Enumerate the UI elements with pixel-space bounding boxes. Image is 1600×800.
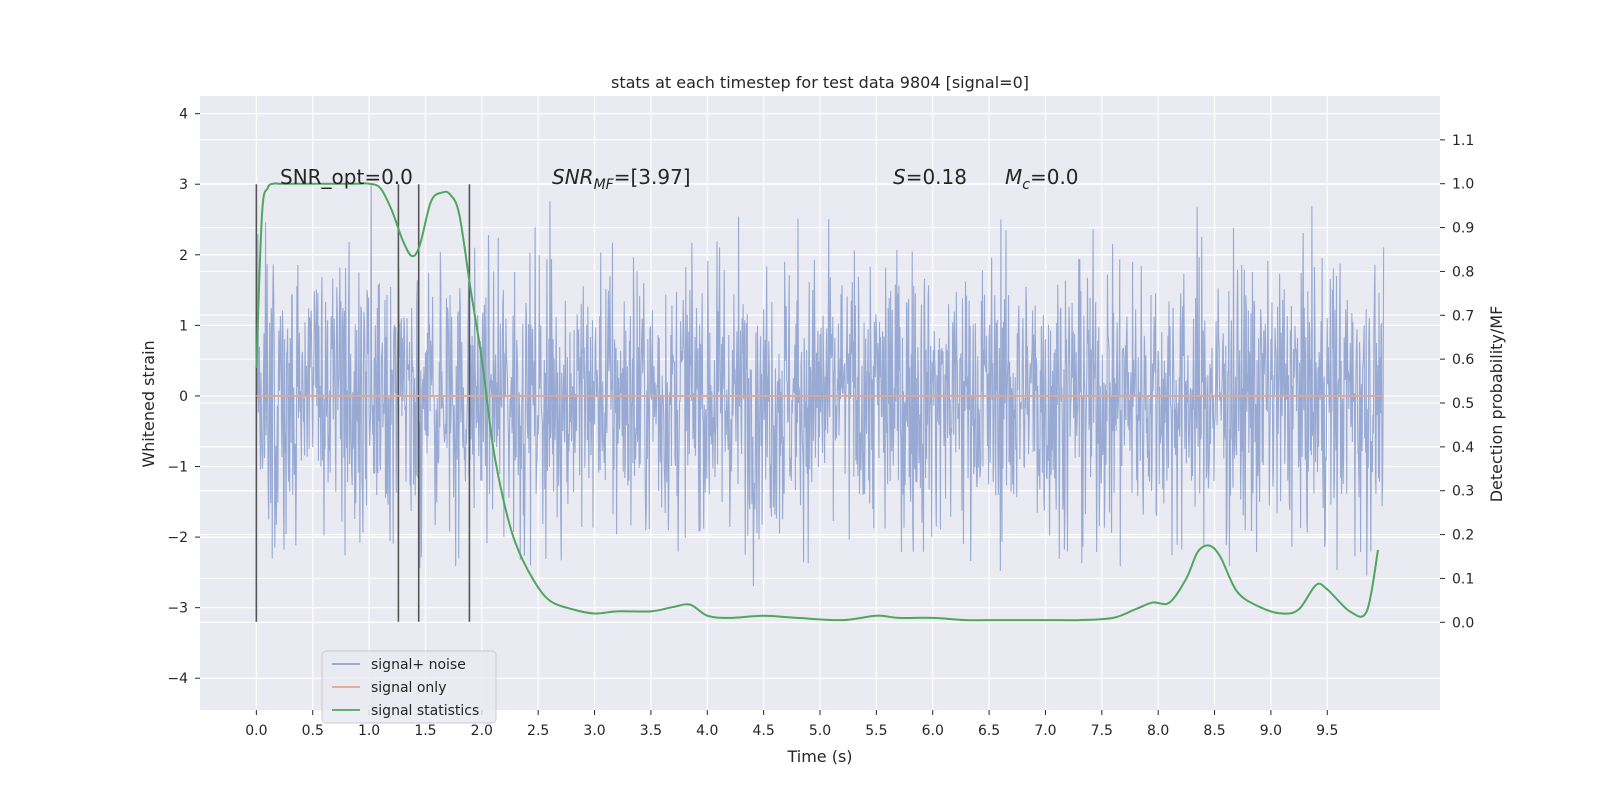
x-tick-label: 3.5 [640, 723, 662, 739]
annotation-mc-value: =0.0 [1030, 165, 1079, 189]
y-right-tick-label: 0.0 [1452, 615, 1474, 631]
y-right-tick-label: 0.9 [1452, 221, 1474, 237]
x-axis-ticks: 0.0 0.5 1.0 1.5 2.0 2.5 3.0 3.5 4.0 4.5 5.0 5.5 6.0 6… [245, 710, 1338, 739]
y-left-tick-label: 1 [179, 318, 188, 334]
y-left-tick-label: −1 [167, 460, 188, 476]
x-tick-label: 1.5 [414, 723, 436, 739]
annotation-snr-mf: SNRMF=[3.97] [552, 165, 691, 193]
x-tick-label: 3.0 [583, 723, 605, 739]
legend-label-signal-only: signal only [371, 680, 446, 696]
annotation-mc: Mc=0.0 [1005, 165, 1079, 193]
x-tick-label: 8.5 [1203, 723, 1225, 739]
y-right-tick-label: 0.6 [1452, 352, 1474, 368]
chart-title: stats at each timestep for test data 980… [611, 73, 1029, 92]
annotation-snr-mf-sub: MF [594, 177, 615, 193]
y-right-tick-label: 1.0 [1452, 177, 1474, 193]
y-axis-left-label: Whitened strain [139, 340, 158, 467]
x-tick-label: 0.0 [245, 723, 267, 739]
signal-plus-noise-line [255, 184, 1385, 587]
legend-box [321, 650, 497, 724]
annotation-s: S=0.18 [893, 165, 967, 189]
x-tick-label: 2.0 [471, 723, 493, 739]
y-right-tick-label: 0.2 [1452, 528, 1474, 544]
annotation-mc-main: M [1005, 165, 1022, 189]
x-tick-label: 4.0 [696, 723, 718, 739]
y-right-tick-label: 0.1 [1452, 571, 1474, 587]
x-tick-label: 8.0 [1147, 723, 1169, 739]
annotation-mc-sub: c [1022, 177, 1030, 193]
y-right-tick-label: 0.8 [1452, 264, 1474, 280]
y-left-tick-label: −4 [167, 671, 188, 687]
x-tick-label: 5.0 [809, 723, 831, 739]
x-tick-label: 6.5 [978, 723, 1000, 739]
y-right-tick-label: 0.3 [1452, 484, 1474, 500]
legend-label-signal-plus-noise: signal+ noise [371, 657, 466, 673]
annotation-snr-mf-main: SNR [552, 165, 594, 189]
x-tick-label: 9.0 [1260, 723, 1282, 739]
y-right-tick-label: 0.5 [1452, 396, 1474, 412]
y-left-tick-label: 3 [179, 177, 188, 193]
y-axis-left-ticks: −4 −3 −2 −1 0 1 2 3 4 [167, 107, 200, 687]
x-tick-label: 4.5 [753, 723, 775, 739]
vertical-markers [255, 184, 471, 622]
x-axis-label: Time (s) [786, 747, 852, 766]
y-left-tick-label: 0 [179, 389, 188, 405]
x-tick-label: 6.0 [922, 723, 944, 739]
y-right-tick-label: 1.1 [1452, 133, 1474, 149]
y-axis-right-ticks: 0.0 0.1 0.2 0.3 0.4 0.5 0.6 0.7 0.8 0.9 1.0 1.1 [1440, 133, 1474, 631]
series-signal-statistics [255, 182, 1379, 622]
annotation-s-main: S [893, 165, 906, 189]
x-tick-label: 7.0 [1034, 723, 1056, 739]
y-axis-right-label: Detection probability/MF [1487, 306, 1506, 503]
x-tick-label: 1.0 [358, 723, 380, 739]
y-right-tick-label: 0.7 [1452, 308, 1474, 324]
x-tick-label: 9.5 [1316, 723, 1338, 739]
x-tick-label: 2.5 [527, 723, 549, 739]
legend-label-signal-statistics: signal statistics [371, 703, 479, 719]
y-left-tick-label: −3 [167, 601, 188, 617]
y-left-tick-label: 2 [179, 248, 188, 264]
annotation-snr-opt: SNR_opt=0.0 [280, 165, 413, 189]
y-left-tick-label: 4 [179, 107, 188, 123]
annotation-s-value: =0.18 [906, 165, 967, 189]
series-signal-plus-noise [255, 184, 1385, 587]
x-tick-label: 7.5 [1091, 723, 1113, 739]
y-right-tick-label: 0.4 [1452, 440, 1474, 456]
x-tick-label: 5.5 [865, 723, 887, 739]
legend: signal+ noise signal only signal statist… [321, 650, 497, 724]
signal-statistics-line [255, 182, 1379, 622]
y-left-tick-label: −2 [167, 530, 188, 546]
x-tick-label: 0.5 [302, 723, 324, 739]
annotation-snr-mf-value: =[3.97] [614, 165, 691, 189]
